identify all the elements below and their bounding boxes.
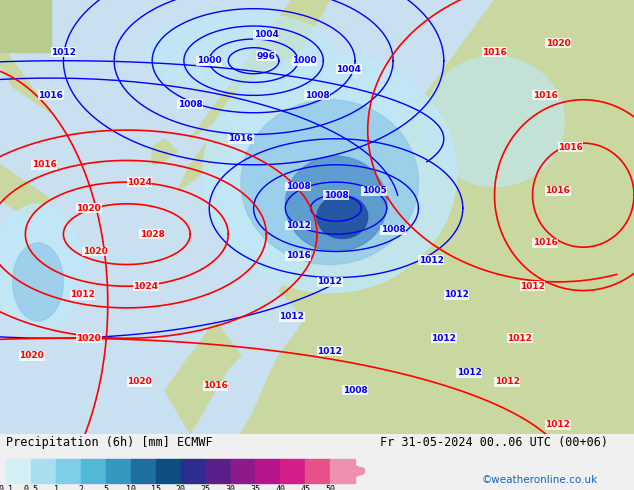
Text: Precipitation (6h) [mm] ECMWF: Precipitation (6h) [mm] ECMWF: [6, 437, 213, 449]
Ellipse shape: [146, 13, 336, 91]
Polygon shape: [165, 321, 241, 434]
Text: 1005: 1005: [361, 186, 387, 196]
Text: 45: 45: [301, 486, 310, 490]
Text: 1000: 1000: [197, 56, 221, 65]
Bar: [31, 459, 56, 483]
Text: 1008: 1008: [285, 182, 311, 191]
Ellipse shape: [285, 156, 387, 251]
Text: 1012: 1012: [444, 291, 469, 299]
Text: 1016: 1016: [533, 91, 558, 100]
Text: 1020: 1020: [19, 351, 44, 360]
Text: 1008: 1008: [323, 191, 349, 199]
Bar: [205, 459, 231, 483]
Text: 1012: 1012: [495, 377, 520, 386]
Text: 1020: 1020: [76, 204, 101, 213]
Text: 1012: 1012: [507, 334, 533, 343]
Text: 1012: 1012: [285, 221, 311, 230]
Text: 1020: 1020: [82, 247, 108, 256]
Text: 1008: 1008: [304, 91, 330, 100]
Text: 1012: 1012: [317, 277, 342, 286]
Text: 0.1: 0.1: [0, 486, 14, 490]
Text: ©weatheronline.co.uk: ©weatheronline.co.uk: [482, 475, 598, 486]
Text: 1016: 1016: [203, 381, 228, 391]
Bar: [106, 459, 131, 483]
Text: 1024: 1024: [133, 282, 158, 291]
Text: 1012: 1012: [520, 282, 545, 291]
Text: 5: 5: [103, 486, 108, 490]
Text: 25: 25: [200, 486, 210, 490]
Text: 1016: 1016: [533, 238, 558, 247]
Text: 1: 1: [54, 486, 59, 490]
Text: 1012: 1012: [418, 256, 444, 265]
Text: Fr 31-05-2024 00..06 UTC (00+06): Fr 31-05-2024 00..06 UTC (00+06): [380, 437, 609, 449]
Polygon shape: [178, 122, 241, 191]
Bar: [131, 459, 156, 483]
Text: 1024: 1024: [127, 178, 152, 187]
Text: 1004: 1004: [336, 65, 361, 74]
Text: 1020: 1020: [127, 377, 152, 386]
Polygon shape: [0, 165, 51, 217]
Ellipse shape: [13, 243, 63, 321]
Text: 1008: 1008: [380, 225, 406, 234]
Bar: [256, 459, 280, 483]
Text: 2: 2: [79, 486, 84, 490]
Text: 30: 30: [226, 486, 235, 490]
Text: 996: 996: [257, 52, 276, 61]
Text: 10: 10: [126, 486, 136, 490]
Text: 1016: 1016: [482, 48, 507, 56]
Ellipse shape: [425, 56, 564, 187]
Text: 1008: 1008: [342, 386, 368, 395]
Text: 1016: 1016: [545, 186, 571, 196]
Text: 1012: 1012: [545, 420, 571, 429]
Text: 35: 35: [250, 486, 261, 490]
Text: 1016: 1016: [285, 251, 311, 260]
Text: 1016: 1016: [228, 134, 254, 143]
Text: 1000: 1000: [292, 56, 316, 65]
Polygon shape: [507, 0, 634, 434]
Text: 1012: 1012: [317, 347, 342, 356]
Text: 1012: 1012: [431, 334, 456, 343]
Text: 1020: 1020: [76, 334, 101, 343]
Text: 0.5: 0.5: [23, 486, 39, 490]
Text: 1012: 1012: [456, 368, 482, 377]
Text: 15: 15: [151, 486, 161, 490]
Text: 1016: 1016: [558, 143, 583, 152]
Polygon shape: [0, 44, 51, 113]
Ellipse shape: [203, 54, 456, 293]
Bar: [81, 459, 106, 483]
Text: 1028: 1028: [139, 230, 165, 239]
Text: 20: 20: [176, 486, 186, 490]
Bar: [231, 459, 256, 483]
Text: 1004: 1004: [254, 30, 279, 39]
Text: 1012: 1012: [279, 312, 304, 321]
Polygon shape: [241, 0, 634, 434]
Bar: [305, 459, 330, 483]
Text: 50: 50: [325, 486, 335, 490]
Text: 1016: 1016: [38, 91, 63, 100]
Ellipse shape: [241, 100, 418, 265]
Text: 1012: 1012: [51, 48, 76, 56]
Bar: [280, 459, 305, 483]
Bar: [330, 459, 355, 483]
Bar: [156, 459, 181, 483]
Text: 1016: 1016: [32, 160, 57, 169]
Polygon shape: [190, 0, 330, 139]
Bar: [56, 459, 81, 483]
Text: 40: 40: [275, 486, 285, 490]
Polygon shape: [152, 139, 178, 165]
Bar: [181, 459, 205, 483]
Text: 1020: 1020: [545, 39, 571, 48]
Ellipse shape: [0, 204, 82, 334]
Ellipse shape: [317, 195, 368, 239]
Text: 1008: 1008: [178, 99, 203, 109]
Bar: [6, 459, 31, 483]
Text: 1012: 1012: [70, 291, 95, 299]
Bar: [0, 0, 51, 52]
